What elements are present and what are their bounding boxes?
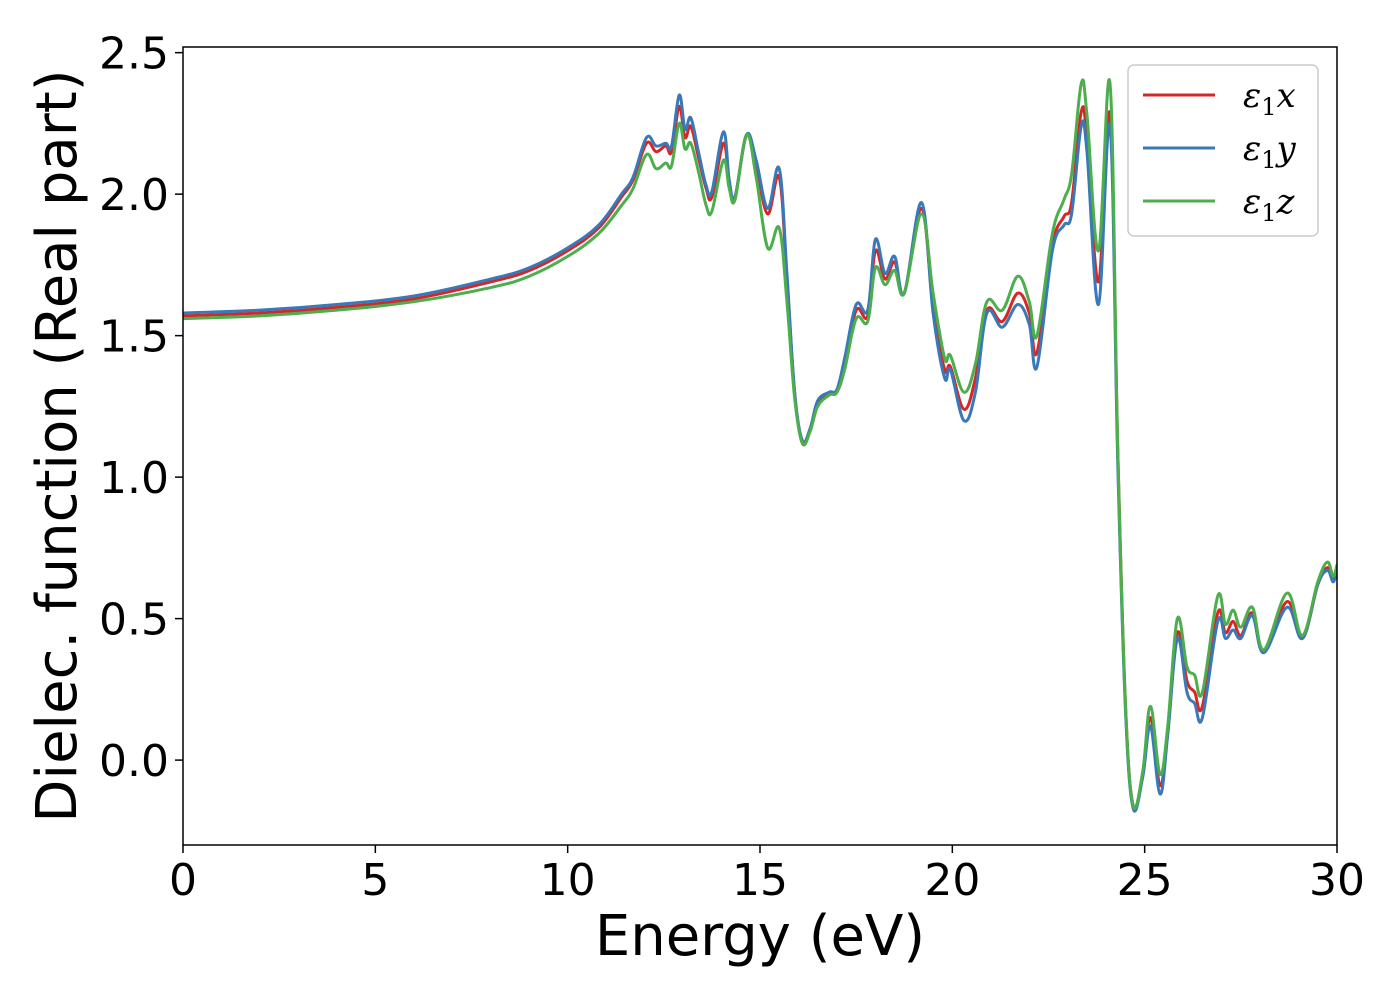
x-axis-title: Energy (eV) — [595, 904, 925, 969]
legend-label-x: ε1x — [1243, 76, 1296, 121]
y-tick-label: 1.5 — [99, 312, 169, 363]
x-tick-label: 0 — [169, 855, 197, 906]
y-tick-label: 0.0 — [99, 736, 169, 787]
x-axis-ticks: 0 5 10 15 20 25 30 — [169, 845, 1365, 906]
x-tick-label: 15 — [732, 855, 788, 906]
series-layer — [183, 78, 1337, 813]
x-tick-label: 25 — [1117, 855, 1173, 906]
y-tick-label: 2.0 — [99, 170, 169, 221]
legend-label-z: ε1z — [1243, 182, 1296, 227]
x-tick-label: 20 — [924, 855, 980, 906]
y-tick-label: 2.5 — [99, 29, 169, 80]
y-axis-title: Dielec. function (Real part) — [25, 69, 90, 822]
x-tick-label: 30 — [1309, 855, 1365, 906]
legend-label-y: ε1y — [1243, 129, 1297, 174]
y-tick-label: 1.0 — [99, 453, 169, 504]
series-line-y — [183, 93, 1337, 813]
y-axis-ticks: 0.0 0.5 1.0 1.5 2.0 2.5 — [99, 29, 183, 787]
x-tick-label: 5 — [361, 855, 389, 906]
y-tick-label: 0.5 — [99, 595, 169, 646]
x-tick-label: 10 — [540, 855, 596, 906]
legend: ε1x ε1y ε1z — [1127, 64, 1319, 237]
legend-frame — [1127, 64, 1319, 237]
series-line-z — [183, 78, 1337, 810]
